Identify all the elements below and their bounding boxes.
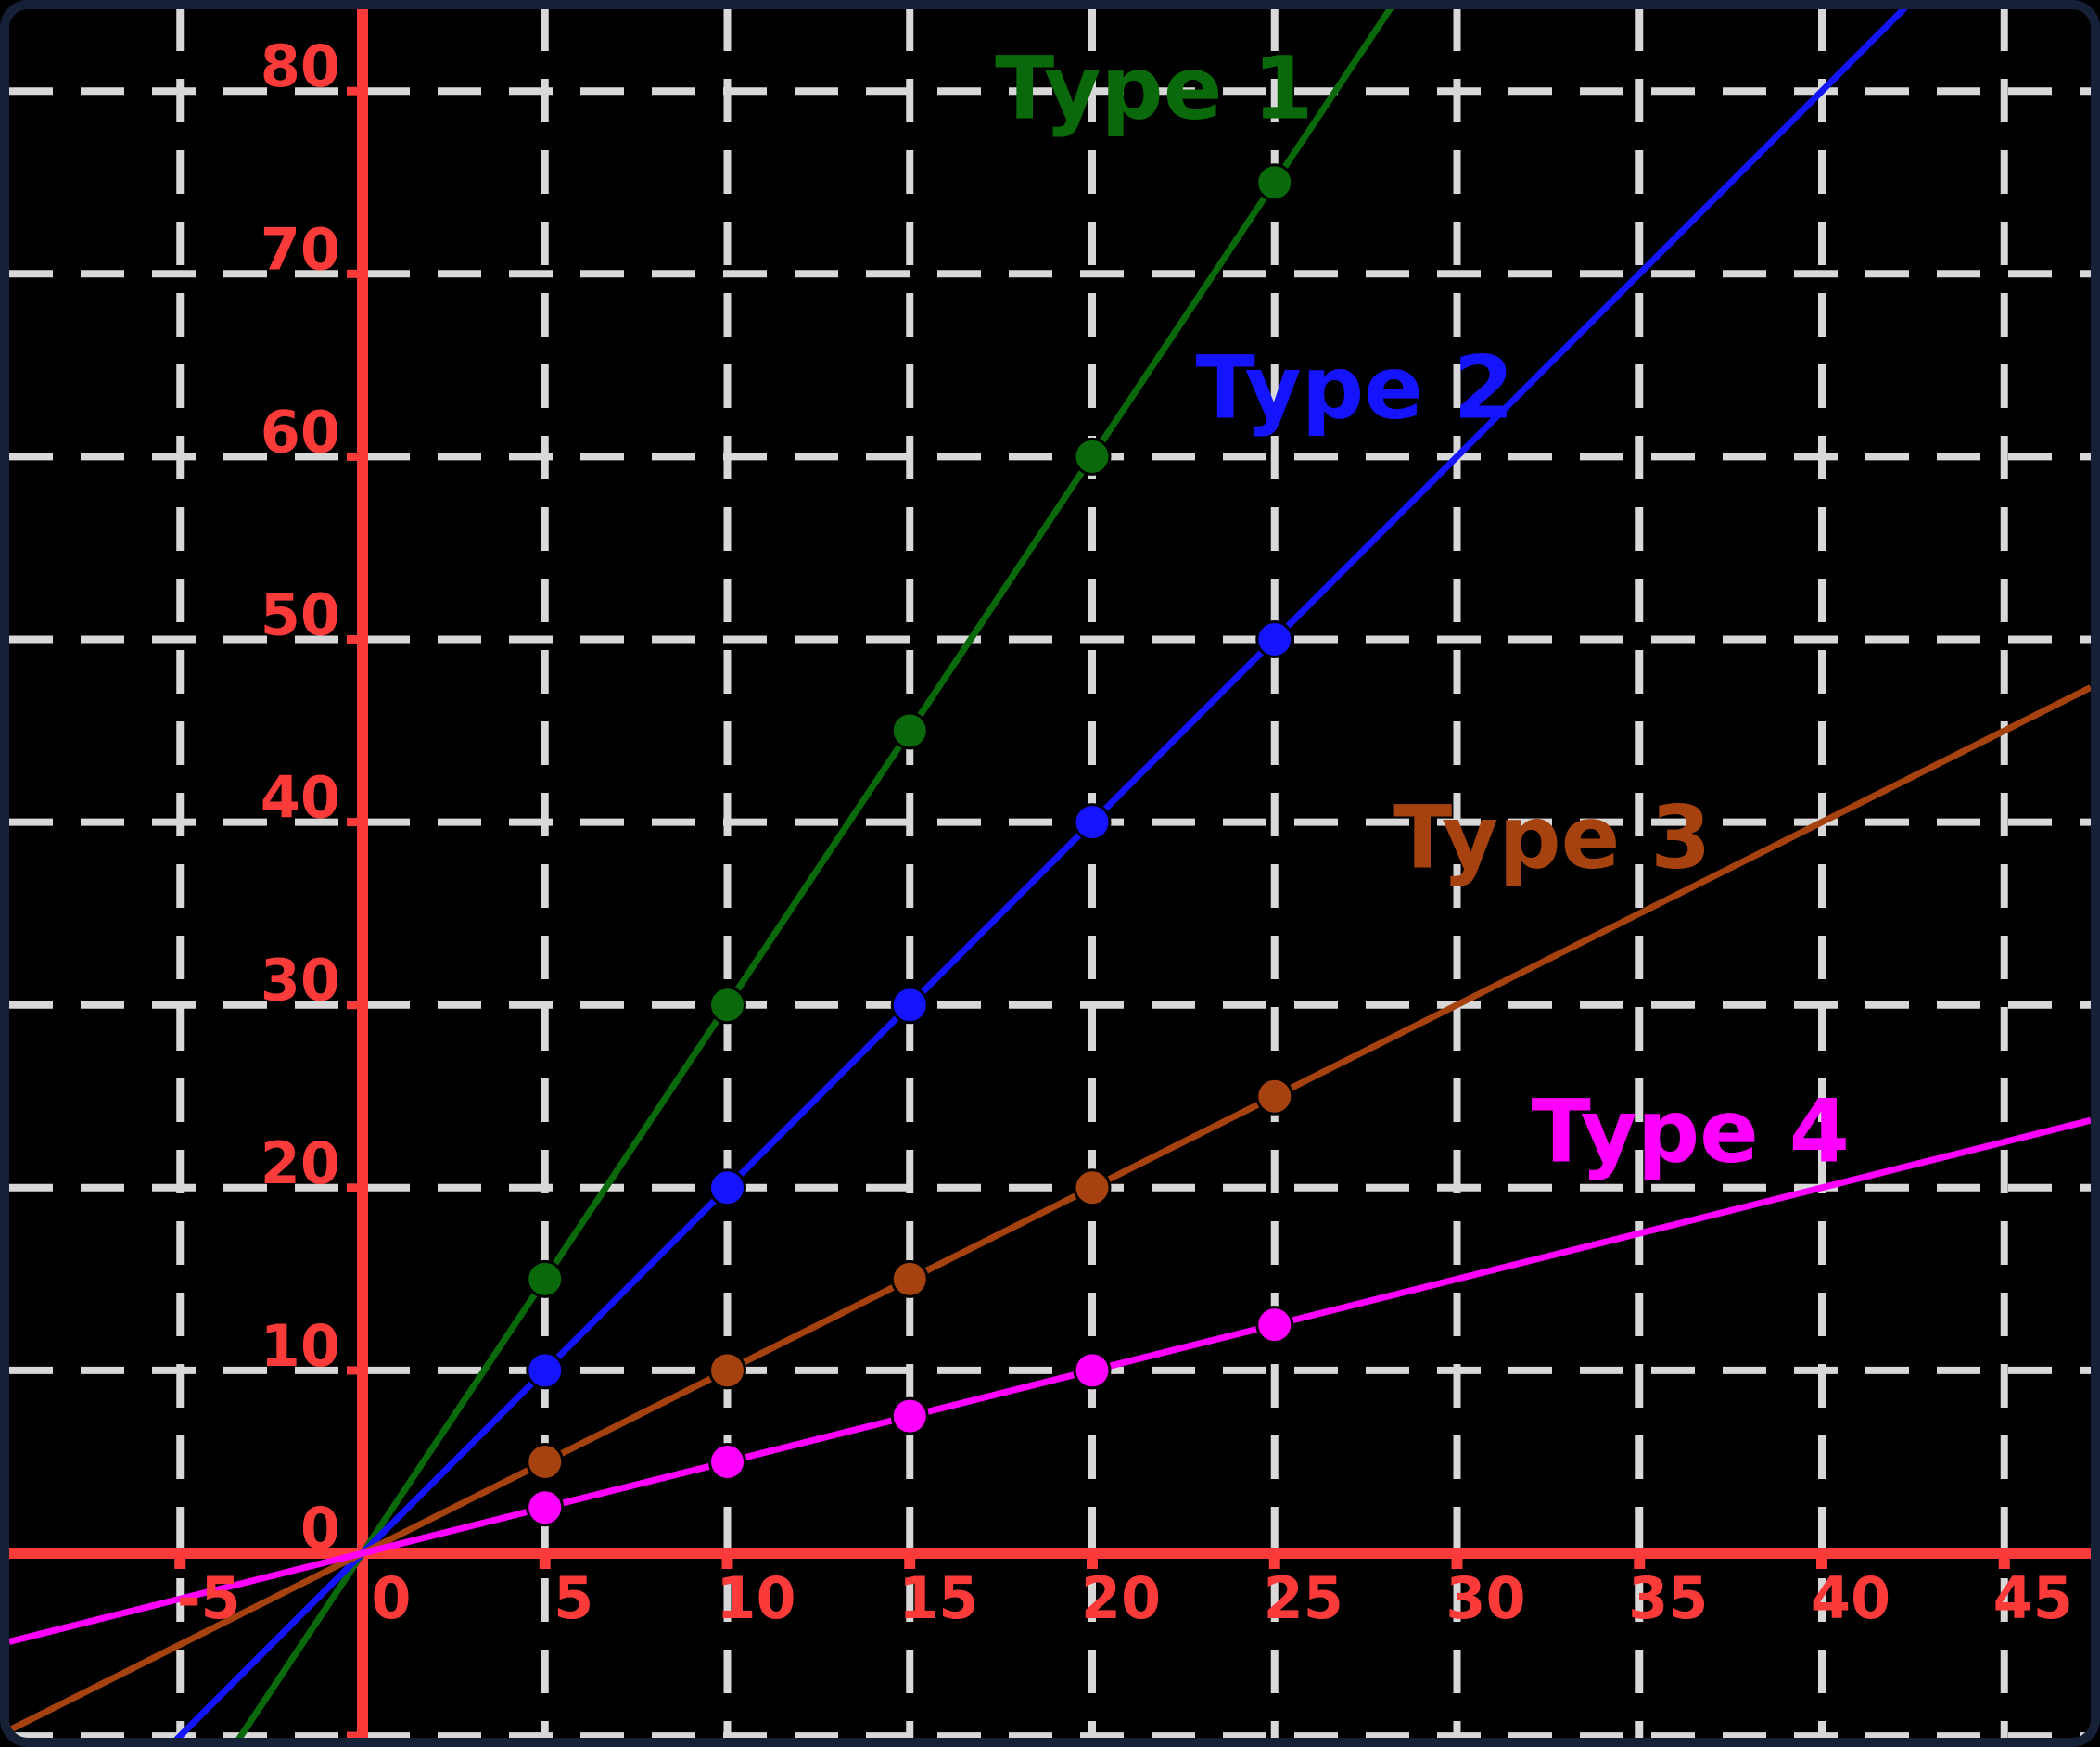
series-line-type-1 — [235, 6, 1394, 1741]
y-tick-label: 70 — [261, 215, 340, 283]
y-tick-label: 20 — [261, 1129, 340, 1197]
series-label-type-1: Type 1 — [995, 38, 1313, 139]
y-tick-label: 80 — [261, 32, 340, 100]
x-tick-label: 20 — [1081, 1564, 1161, 1632]
data-point-type-3 — [1073, 1168, 1112, 1207]
data-point-type-1 — [1255, 163, 1294, 202]
data-point-type-2 — [526, 1351, 565, 1390]
data-point-type-1 — [708, 986, 746, 1025]
data-point-type-1 — [526, 1259, 565, 1298]
series-line-type-2 — [173, 5, 1908, 1742]
data-point-type-3 — [890, 1259, 929, 1298]
x-tick-label: 25 — [1264, 1564, 1343, 1632]
data-point-type-4 — [890, 1396, 929, 1435]
x-tick-label: 0 — [371, 1564, 411, 1632]
data-point-type-3 — [526, 1442, 565, 1481]
data-point-type-1 — [890, 711, 929, 750]
data-point-type-4 — [1255, 1306, 1294, 1345]
y-tick-label: 30 — [261, 947, 340, 1014]
x-tick-label: 35 — [1628, 1564, 1708, 1632]
data-point-type-1 — [1073, 437, 1112, 476]
data-point-type-4 — [1073, 1351, 1112, 1390]
x-tick-label: 40 — [1811, 1564, 1890, 1632]
y-tick-label: 60 — [261, 398, 340, 465]
data-point-type-3 — [708, 1351, 746, 1390]
series-line-type-4 — [8, 1116, 2092, 1645]
data-point-type-2 — [708, 1168, 746, 1207]
y-tick-label: 10 — [261, 1312, 340, 1380]
data-point-type-2 — [1073, 803, 1112, 842]
data-point-type-3 — [1255, 1077, 1294, 1116]
x-tick-label: 15 — [898, 1564, 978, 1632]
data-point-type-2 — [1255, 620, 1294, 658]
series-label-type-2: Type 2 — [1196, 338, 1514, 440]
x-tick-label: 5 — [554, 1564, 593, 1632]
data-point-type-2 — [890, 986, 929, 1025]
y-tick-label: 40 — [261, 764, 340, 832]
series-label-type-3: Type 3 — [1393, 787, 1711, 888]
data-point-type-4 — [708, 1442, 746, 1481]
x-tick-label: 45 — [1993, 1564, 2073, 1632]
y-tick-label: 0 — [300, 1495, 340, 1562]
x-tick-label: -5 — [177, 1564, 241, 1632]
y-tick-label: 50 — [261, 581, 340, 649]
series-line-type-3 — [7, 684, 2093, 1733]
series-label-type-4: Type 4 — [1532, 1082, 1850, 1183]
x-tick-label: 30 — [1445, 1564, 1525, 1632]
x-tick-label: 10 — [716, 1564, 795, 1632]
data-point-type-4 — [526, 1488, 565, 1527]
